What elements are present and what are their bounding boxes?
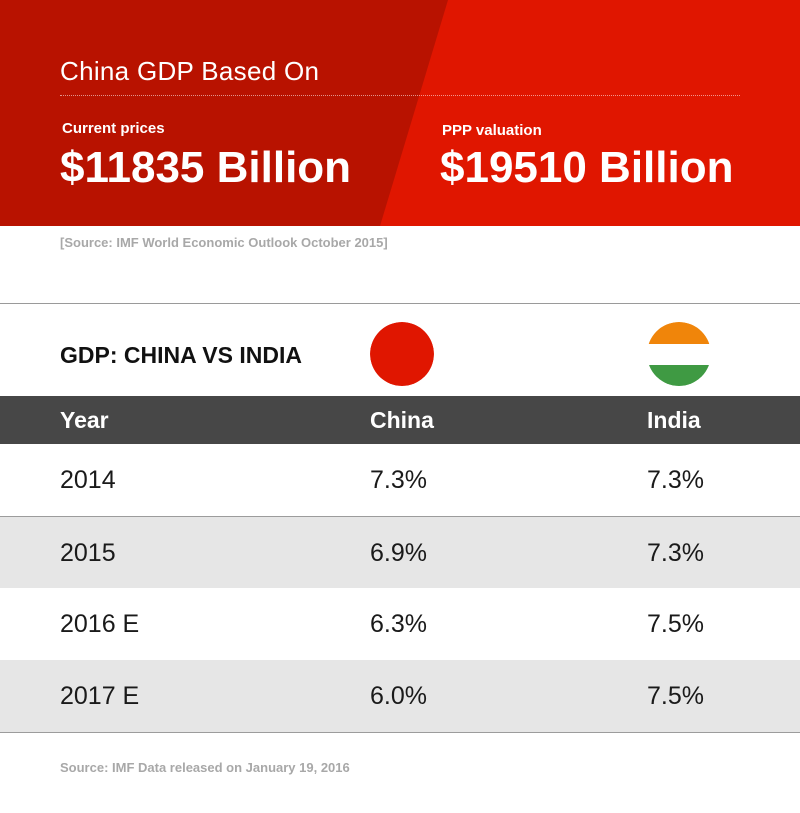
dotted-divider bbox=[60, 95, 740, 96]
table-header: Year China India bbox=[0, 396, 800, 444]
china-cell: 6.0% bbox=[370, 682, 427, 710]
source-note-top: [Source: IMF World Economic Outlook Octo… bbox=[60, 235, 388, 250]
ppp-valuation-label: PPP valuation bbox=[442, 122, 542, 139]
china-cell: 6.9% bbox=[370, 539, 427, 567]
india-cell: 7.5% bbox=[647, 610, 704, 638]
header-india: India bbox=[647, 407, 701, 433]
banner-background bbox=[0, 0, 800, 226]
year-cell: 2014 bbox=[60, 466, 116, 494]
table-row: 2014 7.3% 7.3% bbox=[0, 444, 800, 517]
section-divider bbox=[0, 303, 800, 304]
table-row: 2016 E 6.3% 7.5% bbox=[0, 588, 800, 661]
current-prices-value: $11835 Billion bbox=[60, 143, 352, 192]
current-prices-label: Current prices bbox=[62, 120, 165, 137]
header-china: China bbox=[370, 407, 434, 433]
india-cell: 7.3% bbox=[647, 539, 704, 567]
ppp-valuation-value: $19510 Billion bbox=[440, 143, 734, 192]
china-flag-icon bbox=[370, 322, 434, 386]
china-cell: 7.3% bbox=[370, 466, 427, 494]
table-row: 2017 E 6.0% 7.5% bbox=[0, 660, 800, 733]
china-cell: 6.3% bbox=[370, 610, 427, 638]
banner-title: China GDP Based On bbox=[60, 56, 320, 86]
table-row: 2015 6.9% 7.3% bbox=[0, 517, 800, 590]
section-title: GDP: CHINA VS INDIA bbox=[60, 342, 302, 368]
gdp-banner: China GDP Based On Current prices $11835… bbox=[0, 0, 800, 226]
year-cell: 2016 E bbox=[60, 610, 140, 638]
source-note-bottom: Source: IMF Data released on January 19,… bbox=[60, 760, 350, 775]
india-flag-icon bbox=[647, 322, 711, 386]
india-cell: 7.5% bbox=[647, 682, 704, 710]
india-cell: 7.3% bbox=[647, 466, 704, 494]
year-cell: 2017 E bbox=[60, 682, 140, 710]
header-year: Year bbox=[60, 407, 109, 433]
year-cell: 2015 bbox=[60, 539, 116, 567]
